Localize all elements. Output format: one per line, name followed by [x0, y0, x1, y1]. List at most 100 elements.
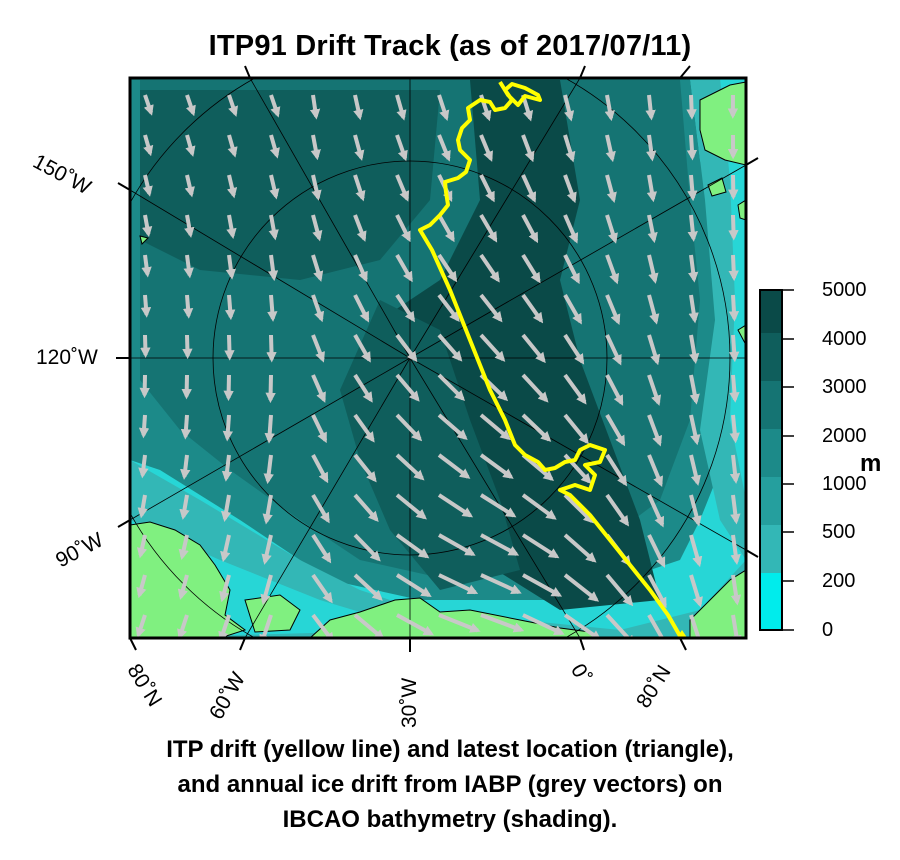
ice-drift-vector — [646, 134, 657, 162]
ice-drift-vector — [563, 533, 597, 563]
ice-drift-vector — [269, 134, 280, 159]
ice-drift-vector — [437, 453, 471, 479]
ice-drift-vector — [395, 413, 423, 442]
ice-drift-vector — [605, 174, 617, 203]
ice-drift-vector — [185, 94, 196, 117]
ice-drift-vector — [437, 293, 460, 323]
ice-drift-vector — [647, 254, 659, 284]
ice-drift-vector — [353, 134, 365, 161]
ice-drift-vector — [311, 454, 329, 484]
ice-drift-vector — [309, 94, 321, 120]
ice-drift-vector — [437, 333, 463, 362]
ice-drift-vector — [395, 94, 407, 121]
ice-drift-vector — [311, 334, 325, 363]
ice-drift-vector — [311, 374, 326, 403]
ice-drift-vector — [605, 334, 622, 366]
ice-drift-vector — [479, 293, 503, 323]
ice-drift-vector — [437, 214, 455, 243]
ice-drift-vector — [353, 613, 385, 638]
label-120W: 120˚W — [36, 346, 98, 369]
ice-drift-vector — [261, 534, 273, 565]
ice-drift-vector — [480, 573, 522, 595]
ice-drift-vector — [395, 453, 425, 481]
caption-line: and annual ice drift from IABP (grey vec… — [177, 771, 723, 798]
ice-drift-vector — [353, 254, 368, 283]
ice-drift-vector — [605, 613, 636, 638]
ice-drift-vector — [395, 214, 411, 243]
ice-drift-vector — [395, 293, 415, 323]
ice-drift-vector — [140, 294, 152, 318]
colorbar-tick: 2000 — [822, 425, 867, 447]
ice-drift-vector — [224, 334, 235, 361]
ice-drift-vector — [269, 94, 281, 118]
ice-drift-vector — [437, 253, 458, 283]
ice-drift-vector — [689, 414, 701, 446]
ice-drift-vector — [269, 174, 280, 200]
ice-drift-vector — [479, 213, 498, 243]
ice-drift-vector — [647, 574, 667, 609]
ice-drift-vector — [689, 494, 702, 527]
ice-drift-vector — [311, 533, 332, 564]
ice-drift-vector — [138, 414, 150, 439]
colorbar-unit: m — [860, 450, 882, 477]
ice-drift-vector — [605, 453, 628, 487]
ice-drift-vector — [689, 374, 700, 405]
ice-drift-vector — [522, 613, 565, 636]
ice-drift-vector — [521, 453, 554, 481]
ice-drift-vector — [395, 533, 430, 559]
ice-drift-vector — [143, 134, 154, 157]
caption-line: ITP drift (yellow line) and latest locat… — [166, 736, 734, 763]
ice-drift-vector — [689, 534, 703, 568]
ice-drift-vector — [647, 534, 666, 568]
ice-drift-vector — [353, 413, 375, 443]
ice-drift-vector — [437, 493, 474, 518]
ice-drift-vector — [353, 214, 367, 242]
ice-drift-vector — [221, 454, 233, 482]
ice-drift-vector — [521, 413, 552, 442]
ice-drift-vector — [311, 254, 324, 282]
ice-drift-vector — [177, 574, 189, 600]
ice-drift-vector — [438, 533, 476, 556]
ice-drift-vector — [686, 94, 697, 120]
ice-drift-vector — [729, 454, 741, 484]
ice-drift-vector — [224, 294, 236, 321]
ice-drift-vector — [267, 294, 278, 322]
ice-drift-vector — [479, 493, 517, 518]
ice-drift-vector — [563, 333, 585, 365]
ice-drift-vector — [521, 174, 537, 203]
ice-drift-vector — [647, 374, 662, 406]
ice-drift-vector — [728, 254, 739, 282]
ice-drift-vector — [647, 294, 660, 325]
caption-line: IBCAO bathymetry (shading). — [282, 806, 618, 833]
ice-drift-vector — [395, 573, 432, 597]
ice-drift-vector — [178, 534, 189, 560]
ice-drift-vector — [143, 94, 154, 116]
ice-drift-vector — [267, 254, 279, 282]
ice-drift-vector — [521, 493, 557, 520]
ice-drift-vector — [605, 374, 624, 406]
ice-drift-vector — [185, 134, 196, 157]
ice-drift-vector — [645, 94, 656, 121]
ice-drift-vector — [728, 334, 740, 363]
ice-drift-vector — [521, 253, 541, 284]
ice-drift-vector — [728, 294, 740, 322]
ice-drift-vector — [311, 294, 325, 323]
ice-drift-vector — [689, 574, 703, 608]
ice-drift-vector — [311, 174, 322, 201]
ice-drift-vector — [260, 574, 273, 606]
ice-drift-vector — [647, 614, 669, 638]
ice-drift-vectors — [135, 94, 742, 638]
ice-drift-vector — [311, 214, 323, 242]
ice-drift-vector — [521, 333, 546, 364]
ice-drift-vector — [646, 174, 658, 203]
axis-ticks — [116, 65, 759, 652]
ice-drift-vector — [353, 334, 372, 363]
colorbar-tick: 1000 — [822, 473, 867, 495]
ice-drift-vector — [688, 294, 699, 324]
ice-drift-vector — [395, 333, 418, 363]
ice-drift-vector — [730, 534, 741, 565]
ice-drift-vector — [218, 614, 231, 638]
ice-drift-vector — [268, 214, 279, 241]
ice-drift-vector — [135, 614, 147, 638]
